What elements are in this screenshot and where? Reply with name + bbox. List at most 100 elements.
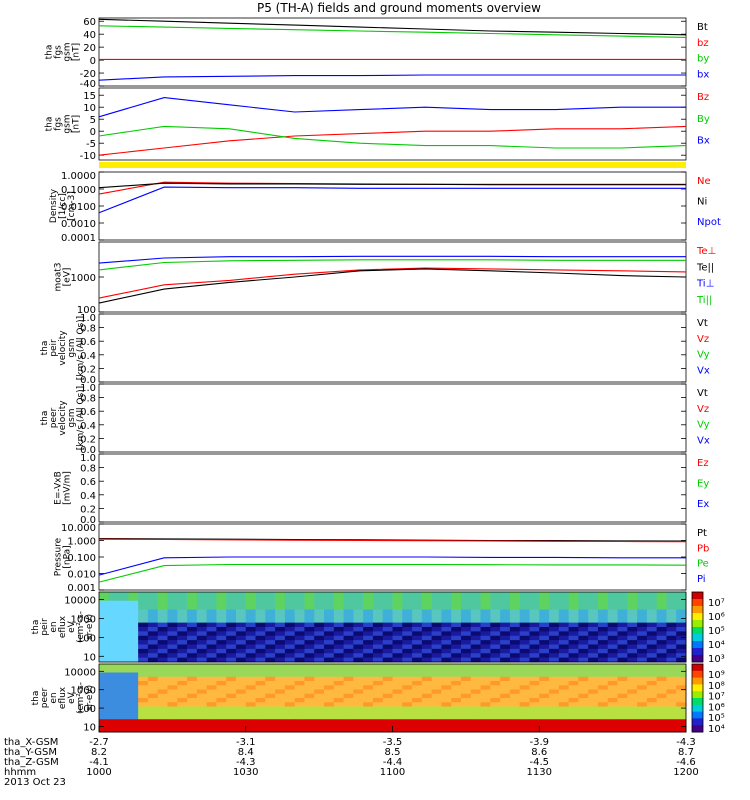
spectrogram-cell — [206, 685, 217, 690]
spectrogram-cell — [157, 609, 168, 615]
spectrogram-cell — [343, 635, 354, 641]
spectrogram-cell — [646, 664, 658, 669]
spectrogram-cell — [637, 627, 648, 632]
spectrogram-cell — [607, 689, 619, 695]
spectrogram-cell — [558, 622, 570, 628]
spectrogram-cell — [568, 698, 579, 703]
spectrogram-cell — [627, 710, 638, 716]
spectrogram-cell — [343, 657, 354, 663]
spectrogram-cell — [627, 635, 638, 641]
spectrogram-cell — [451, 596, 462, 602]
spectrogram-cell — [138, 657, 149, 663]
spectrogram-cell — [196, 698, 208, 703]
spectrogram-cell — [500, 668, 511, 673]
spectrogram-cell — [578, 657, 589, 663]
spectrogram-cell — [324, 644, 335, 650]
spectrogram-cell — [147, 723, 159, 729]
spectrogram-cell — [147, 719, 159, 724]
spectrogram-cell — [157, 681, 168, 686]
spectrogram-cell — [509, 685, 521, 690]
spectrogram-cell — [470, 727, 482, 733]
spectrogram-cell — [255, 702, 266, 707]
spectrogram-cell — [363, 644, 374, 650]
spectrogram-cell — [333, 681, 345, 686]
spectrogram-cell — [421, 676, 433, 682]
spectrogram-cell — [294, 648, 305, 654]
spectrogram-cell — [324, 613, 335, 619]
spectrogram-cell — [206, 640, 217, 645]
spectrogram-cell — [324, 702, 335, 707]
spectrogram-cell — [519, 706, 530, 712]
spectrogram-cell — [451, 698, 462, 703]
spectrogram-cell — [607, 698, 619, 703]
spectrogram-cell — [490, 613, 501, 619]
x-tick-label: -4.5 — [529, 757, 549, 768]
spectrogram-cell — [412, 640, 423, 645]
spectrogram-cell — [382, 640, 393, 645]
spectrogram-cell — [578, 644, 589, 650]
spectrogram-cell — [460, 664, 472, 669]
spectrogram-cell — [255, 685, 266, 690]
spectrogram-cell — [353, 596, 364, 602]
spectrogram-cell — [265, 676, 276, 682]
spectrogram-cell — [118, 644, 129, 650]
spectrogram-cell — [392, 653, 403, 659]
spectrogram-cell — [637, 631, 648, 637]
spectrogram-cell — [509, 715, 521, 720]
spectrogram-cell — [343, 689, 354, 695]
spectrogram-cell — [578, 609, 589, 615]
spectrogram-cell — [421, 668, 433, 673]
spectrogram-cell — [637, 681, 648, 686]
spectrogram-cell — [549, 698, 560, 703]
x-tick-label: 8.7 — [678, 747, 694, 758]
spectrogram-cell — [353, 657, 364, 663]
spectrogram-cell — [441, 640, 452, 645]
spectrogram-cell — [353, 698, 364, 703]
spectrogram-cell — [255, 681, 266, 686]
spectrogram-cell — [314, 596, 325, 602]
legend-entry: Vx — [697, 365, 710, 376]
spectrogram-cell — [402, 710, 413, 716]
spectrogram-cell — [549, 618, 560, 624]
spectrogram-cell — [519, 668, 530, 673]
spectrogram-cell — [177, 618, 188, 624]
spectrogram-cell — [128, 657, 139, 663]
spectrogram-cell — [431, 618, 442, 624]
spectrogram-cell — [343, 727, 354, 733]
spectrogram-cell — [646, 657, 658, 663]
spectrogram-cell — [597, 706, 609, 712]
spectrogram-cell — [421, 605, 433, 610]
spectrogram-cell — [353, 605, 364, 610]
spectrogram-cell — [558, 644, 570, 650]
spectrogram-cell — [509, 676, 521, 682]
panel-label-line: [eV] — [63, 268, 73, 287]
spectrogram-cell — [343, 672, 354, 678]
spectrogram-cell — [382, 681, 393, 686]
spectrogram-cell — [480, 702, 491, 707]
panel-label-line: tha — [45, 117, 55, 132]
spectrogram-cell — [314, 664, 325, 669]
spectrogram-cell — [431, 622, 442, 628]
spectrogram-cell — [304, 644, 315, 650]
spectrogram-cell — [392, 681, 403, 686]
spectrogram-cell — [294, 618, 305, 624]
spectrogram-cell — [441, 727, 452, 733]
spectrogram-cell — [216, 715, 227, 720]
spectrogram-cell — [666, 596, 677, 602]
spectrogram-cell — [666, 653, 677, 659]
spectrogram-cell — [265, 689, 276, 695]
spectrogram-cell — [138, 592, 149, 597]
spectrogram-cell — [108, 664, 120, 669]
spectrogram-cell — [108, 676, 120, 682]
spectrogram-cell — [372, 668, 384, 673]
spectrogram-cell — [558, 698, 570, 703]
spectrogram-cell — [627, 618, 638, 624]
spectrogram-cell — [177, 592, 188, 597]
spectrogram-cell — [108, 596, 120, 602]
spectrogram-cell — [324, 605, 335, 610]
colorbar-segment — [692, 691, 703, 699]
spectrogram-cell — [578, 596, 589, 602]
spectrogram-cell — [138, 702, 149, 707]
spectrogram-cell — [353, 640, 364, 645]
